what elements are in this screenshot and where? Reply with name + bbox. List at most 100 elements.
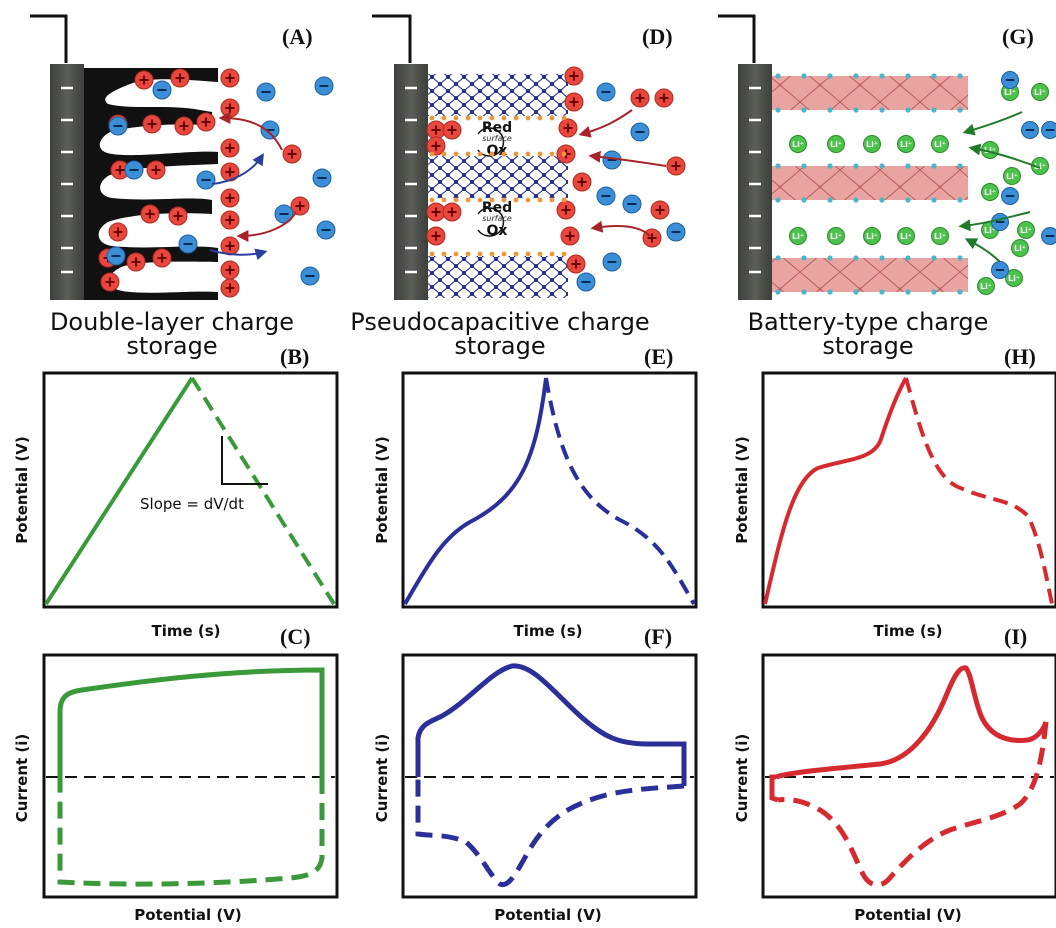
cation <box>220 138 240 158</box>
svg-text:Li⁺: Li⁺ <box>980 282 992 291</box>
plot-c-frame <box>42 653 339 899</box>
svg-text:Li⁺: Li⁺ <box>1004 88 1016 97</box>
panel-label-c: (C) <box>280 624 311 649</box>
host-layer-2 <box>772 166 968 200</box>
cation <box>290 196 310 216</box>
layer-d-1 <box>428 74 568 116</box>
cation <box>630 88 650 108</box>
surface-atom <box>477 251 483 257</box>
redox-red-label-2: Red <box>482 200 512 216</box>
anion <box>300 266 320 286</box>
cation <box>442 120 462 140</box>
surface-atom <box>501 251 507 257</box>
surface-atom <box>501 151 507 157</box>
curve-e-discharge <box>544 377 696 606</box>
surface-atom <box>501 115 507 121</box>
li-ion: Li⁺ <box>789 227 807 245</box>
anion <box>152 80 172 100</box>
layer-d-3 <box>428 256 568 298</box>
svg-text:Li⁺: Li⁺ <box>830 232 842 241</box>
plot-e-frame <box>401 371 698 609</box>
li-ion: Li⁺ <box>1005 269 1023 287</box>
svg-text:Li⁺: Li⁺ <box>934 140 946 149</box>
xlabel-b: Time (s) <box>151 622 220 640</box>
anion <box>312 168 332 188</box>
host-atom <box>905 107 911 113</box>
host-atom <box>775 255 781 261</box>
xlabel-f: Potential (V) <box>494 906 601 924</box>
host-atom <box>775 289 781 295</box>
cation <box>650 200 670 220</box>
cation <box>152 248 172 268</box>
host-atom <box>827 255 833 261</box>
cation <box>426 136 446 156</box>
cation <box>282 144 302 164</box>
li-ion: Li⁺ <box>897 227 915 245</box>
surface-atom <box>525 251 531 257</box>
surface-atom <box>429 115 435 121</box>
cation <box>220 210 240 230</box>
host-atom <box>827 197 833 203</box>
panel-label-i: (I) <box>1004 624 1027 649</box>
panel-label-a: (A) <box>282 24 313 49</box>
redox-ox-label-1: Ox <box>487 143 508 159</box>
panel-label-b: (B) <box>280 344 309 369</box>
host-atom <box>905 73 911 79</box>
redox-cycle-1: Red surface Ox <box>477 120 512 159</box>
li-ion: Li⁺ <box>1031 83 1049 101</box>
electrode-a-charges <box>61 86 73 274</box>
surface-atom <box>525 151 531 157</box>
cation <box>426 120 446 140</box>
anion <box>602 252 622 272</box>
surface-atom <box>513 151 519 157</box>
wire-a <box>30 14 68 63</box>
li-ion: Li⁺ <box>863 135 881 153</box>
svg-text:Li⁺: Li⁺ <box>984 188 996 197</box>
redox-surface-label-2: surface <box>482 214 512 223</box>
surface-atom <box>489 251 495 257</box>
surface-atom <box>441 197 447 203</box>
surface-atom <box>561 115 567 121</box>
plot-f-frame <box>401 653 698 899</box>
panel-label-d: (D) <box>642 24 673 49</box>
surface-atom <box>549 251 555 257</box>
cation <box>170 68 190 88</box>
svg-text:Li⁺: Li⁺ <box>1020 226 1032 235</box>
surface-atom <box>465 197 471 203</box>
ions-d <box>426 66 686 292</box>
surface-atom <box>489 151 495 157</box>
panel-d-pseudocapacitive: Red surface Ox Red surface Ox (D) <box>372 14 686 300</box>
ylabel-b: Potential (V) <box>13 436 31 543</box>
host-atom <box>879 255 885 261</box>
plot-i-frame <box>761 653 1056 899</box>
title-battery-2: storage <box>822 332 913 360</box>
redox-ox-label-2: Ox <box>487 223 508 239</box>
host-atom <box>957 73 963 79</box>
cv-i-anodic <box>775 665 1049 780</box>
ions-g: Li⁺ Li⁺ Li⁺ Li⁺ Li⁺ Li⁺ Li⁺ Li⁺ Li⁺ Li⁺ Li⁺ Li⁺ Li⁺ L… <box>775 71 1056 295</box>
host-atom <box>931 255 937 261</box>
host-atom <box>775 197 781 203</box>
electrode-g <box>738 64 772 300</box>
li-ion: Li⁺ <box>1017 221 1035 239</box>
anion <box>1001 71 1019 89</box>
cation <box>564 92 584 112</box>
title-double-layer-2: storage <box>126 332 217 360</box>
slope-annotation: Slope = dV/dt <box>140 495 244 513</box>
cation <box>558 118 578 138</box>
anion <box>1001 187 1019 205</box>
svg-text:Li⁺: Li⁺ <box>984 146 996 155</box>
host-atom <box>931 197 937 203</box>
surface-atom <box>477 197 483 203</box>
surface-atom <box>441 251 447 257</box>
anion <box>596 82 616 102</box>
surface-atom <box>537 151 543 157</box>
electrode-g-charges <box>749 86 761 274</box>
panel-g-battery: (G) Li⁺ Li⁺ Li⁺ Li⁺ Li⁺Li⁺ Li⁺ Li⁺ Li⁺ Li⁺Li⁺ Li⁺… <box>718 14 1056 300</box>
surface-atom <box>429 197 435 203</box>
host-atom <box>931 289 937 295</box>
anion <box>106 246 126 266</box>
anion <box>274 204 294 224</box>
host-atom <box>801 73 807 79</box>
xlabel-h: Time (s) <box>873 622 942 640</box>
